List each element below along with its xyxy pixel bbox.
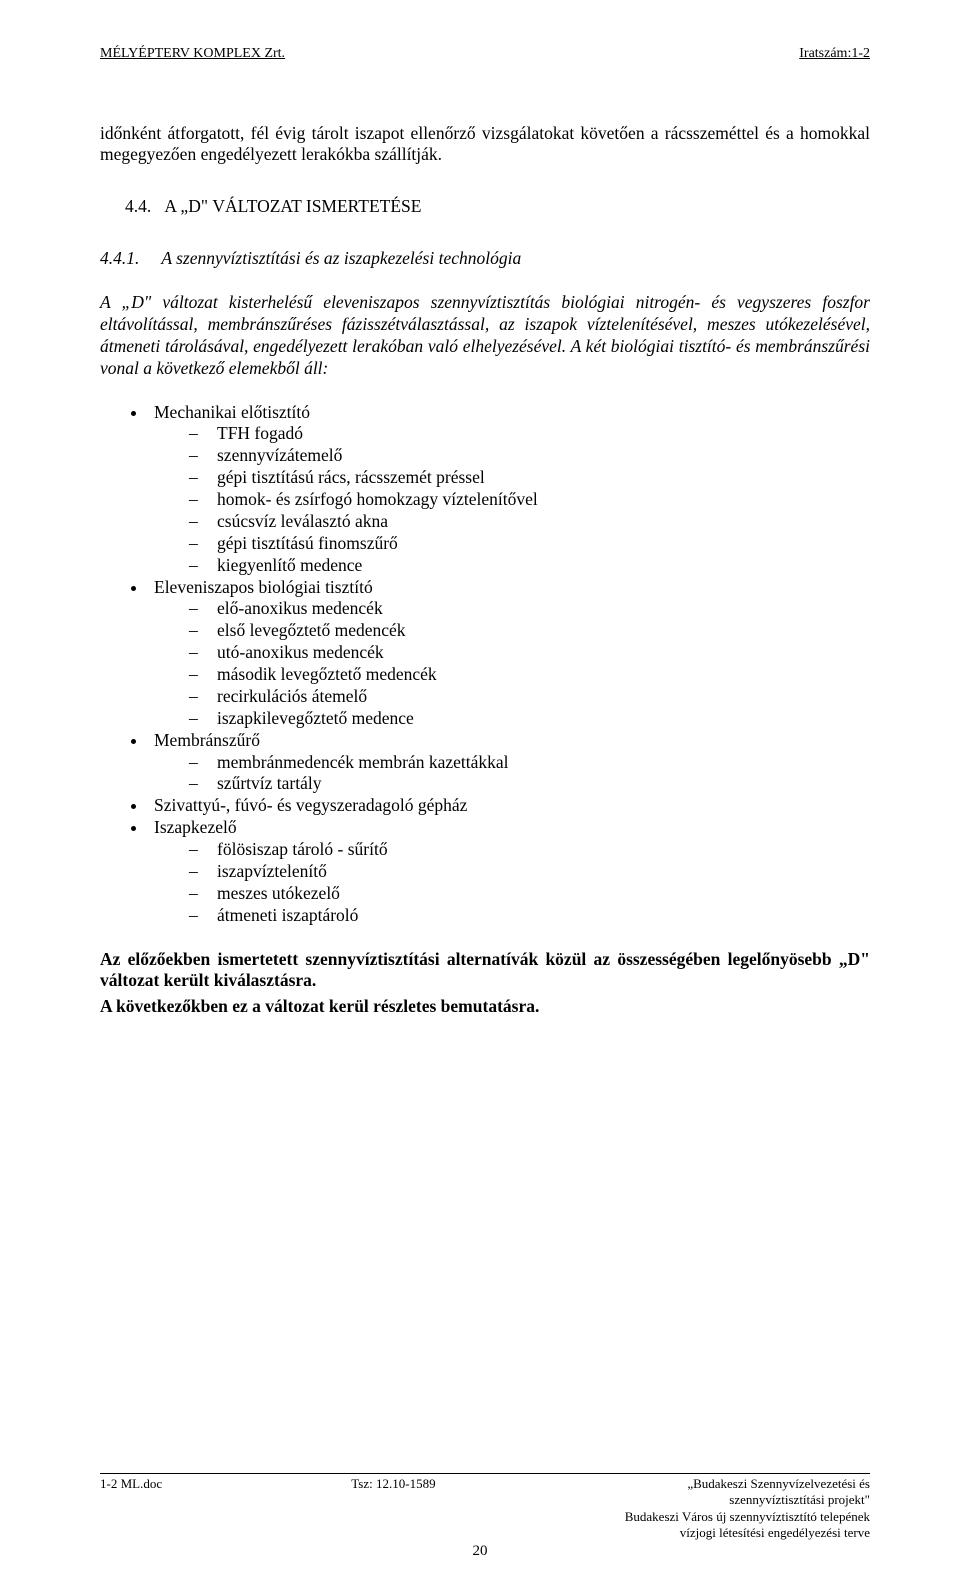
list-item: Eleveniszapos biológiai tisztítóelő-anox…: [148, 577, 870, 730]
footer-right-line: vízjogi létesítési engedélyezési terve: [625, 1525, 870, 1541]
header-right: Iratszám:1-2: [799, 45, 870, 63]
sub-list: membránmedencék membrán kazettákkalszűrt…: [154, 752, 870, 796]
sub-list-item: TFH fogadó: [189, 423, 870, 445]
sub-list: elő-anoxikus medencékelső levegőztető me…: [154, 598, 870, 729]
sub-list-item: membránmedencék membrán kazettákkal: [189, 752, 870, 774]
list-item-label: Membránszűrő: [154, 730, 260, 750]
subsection-number: 4.4.1.: [100, 248, 139, 270]
section-number: 4.4.: [125, 196, 151, 218]
section-caps: VÁLTOZAT ISMERTETÉSE: [212, 196, 421, 216]
footer-right: „Budakeszi Szennyvízelvezetési ésszennyv…: [625, 1476, 870, 1541]
sub-list-item: gépi tisztítású rács, rácsszemét préssel: [189, 467, 870, 489]
tech-paragraph: A „D" változat kisterhelésű eleveniszapo…: [100, 292, 870, 380]
sub-list: TFH fogadószennyvízátemelőgépi tisztítás…: [154, 423, 870, 576]
sub-list-item: recirkulációs átemelő: [189, 686, 870, 708]
list-item-label: Szivattyú-, fúvó- és vegyszeradagoló gép…: [154, 795, 467, 815]
footer-right-line: „Budakeszi Szennyvízelvezetési és: [625, 1476, 870, 1492]
list-item-label: Mechanikai előtisztító: [154, 402, 310, 422]
sub-list-item: átmeneti iszaptároló: [189, 905, 870, 927]
sub-list-item: fölösiszap tároló - sűrítő: [189, 839, 870, 861]
page-number: 20: [0, 1542, 960, 1561]
list-item-label: Eleveniszapos biológiai tisztító: [154, 577, 373, 597]
footer-center: Tsz: 12.10-1589: [351, 1476, 435, 1492]
footer-left: 1-2 ML.doc: [100, 1476, 162, 1492]
bullet-list: Mechanikai előtisztítóTFH fogadószennyví…: [100, 402, 870, 927]
sub-list-item: meszes utókezelő: [189, 883, 870, 905]
sub-list-item: kiegyenlítő medence: [189, 555, 870, 577]
closing-para-1: Az előzőekben ismertetett szennyvíztiszt…: [100, 949, 870, 993]
list-item: Iszapkezelőfölösiszap tároló - sűrítőisz…: [148, 817, 870, 926]
page-footer: 1-2 ML.doc Tsz: 12.10-1589 „Budakeszi Sz…: [100, 1473, 870, 1541]
section-prefix: A „D": [164, 196, 212, 216]
footer-right-line: szennyvíztisztítási projekt": [625, 1492, 870, 1508]
intro-paragraph: időnként átforgatott, fél évig tárolt is…: [100, 123, 870, 167]
sub-list-item: iszapkilevegőztető medence: [189, 708, 870, 730]
subsection-heading: 4.4.1. A szennyvíztisztítási és az iszapk…: [100, 248, 870, 270]
sub-list-item: utó-anoxikus medencék: [189, 642, 870, 664]
sub-list-item: szűrtvíz tartály: [189, 773, 870, 795]
list-item-label: Iszapkezelő: [154, 817, 237, 837]
page-header: MÉLYÉPTERV KOMPLEX Zrt. Iratszám:1-2: [100, 45, 870, 63]
sub-list-item: szennyvízátemelő: [189, 445, 870, 467]
section-heading: 4.4. A „D" VÁLTOZAT ISMERTETÉSE: [125, 196, 870, 218]
list-item: Mechanikai előtisztítóTFH fogadószennyví…: [148, 402, 870, 577]
sub-list: fölösiszap tároló - sűrítőiszapvíztelení…: [154, 839, 870, 927]
sub-list-item: második levegőztető medencék: [189, 664, 870, 686]
sub-list-item: iszapvíztelenítő: [189, 861, 870, 883]
header-left: MÉLYÉPTERV KOMPLEX Zrt.: [100, 45, 285, 63]
list-item: Szivattyú-, fúvó- és vegyszeradagoló gép…: [148, 795, 870, 817]
sub-list-item: elő-anoxikus medencék: [189, 598, 870, 620]
subsection-title: A szennyvíztisztítási és az iszapkezelés…: [161, 248, 521, 268]
list-item: Membránszűrőmembránmedencék membrán kaze…: [148, 730, 870, 796]
sub-list-item: homok- és zsírfogó homokzagy víztelenítő…: [189, 489, 870, 511]
sub-list-item: első levegőztető medencék: [189, 620, 870, 642]
sub-list-item: gépi tisztítású finomszűrő: [189, 533, 870, 555]
footer-right-line: Budakeszi Város új szennyvíztisztító tel…: [625, 1509, 870, 1525]
closing-para-2: A következőkben ez a változat kerül rész…: [100, 996, 870, 1018]
sub-list-item: csúcsvíz leválasztó akna: [189, 511, 870, 533]
